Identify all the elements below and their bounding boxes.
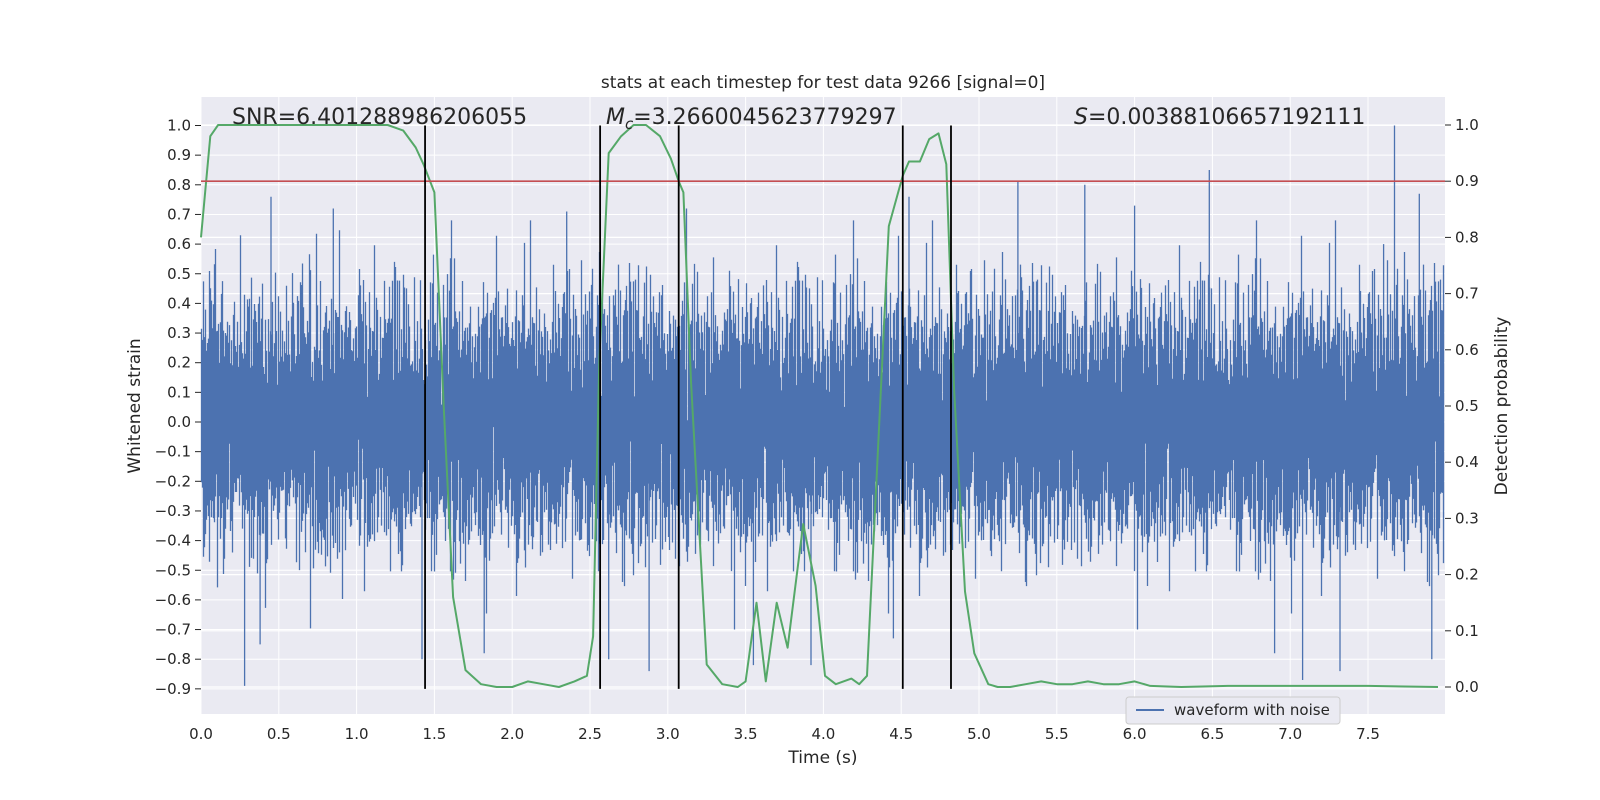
chirp-mass-symbol: M: [606, 105, 625, 130]
x-tick-label: 7.0: [1278, 725, 1302, 743]
y-tick-label: 1.0: [167, 117, 191, 135]
legend-label: waveform with noise: [1174, 701, 1330, 719]
x-tick-label: 2.0: [500, 725, 524, 743]
y-ticks: 1.0 0.9 0.8 0.7 0.6 0.5 0.4 0.3 0.2 0.1 0.0 −0.1 −0.…: [155, 117, 201, 698]
x-tick-label: 6.5: [1200, 725, 1224, 743]
y-tick-label: 0.7: [167, 205, 191, 223]
y-tick-label: −0.3: [155, 502, 191, 520]
y-tick-label: −0.8: [155, 650, 191, 668]
y2-tick-label: 0.4: [1455, 453, 1479, 471]
x-axis-label: Time (s): [787, 748, 857, 768]
y-tick-label: 0.0: [167, 413, 191, 431]
snr-annotation: SNR=6.401288986206055: [232, 105, 527, 130]
chirp-mass-subscript: c: [625, 115, 634, 133]
y-tick-label: −0.2: [155, 472, 191, 490]
y2-tick-label: 0.0: [1455, 678, 1479, 696]
y2-tick-label: 0.5: [1455, 397, 1479, 415]
x-ticks: 0.0 0.5 1.0 1.5 2.0 2.5 3.0 3.5 4.0 4.5 5.0 5.5 6.0 6…: [189, 725, 1380, 743]
y2-tick-label: 0.8: [1455, 228, 1479, 246]
x-tick-label: 6.0: [1123, 725, 1147, 743]
y-tick-label: −0.6: [155, 591, 191, 609]
y-axis-label: Whitened strain: [125, 338, 145, 473]
y-tick-label: −0.1: [155, 443, 191, 461]
legend-box: [1125, 696, 1341, 725]
x-tick-label: 0.5: [267, 725, 291, 743]
y-tick-label: −0.5: [155, 561, 191, 579]
y-tick-label: −0.4: [155, 532, 191, 550]
x-tick-label: 3.5: [734, 725, 758, 743]
chirp-mass-annotation: Mc=3.2660045623779297: [606, 105, 897, 133]
probability-line: [200, 124, 1439, 688]
s-value: =0.00388106657192111: [1088, 105, 1365, 130]
y-tick-label: 0.9: [167, 146, 191, 164]
probability-series: [200, 124, 1439, 688]
x-tick-label: 7.5: [1356, 725, 1380, 743]
y-tick-label: 0.4: [167, 294, 191, 312]
legend: waveform with noise: [1125, 696, 1341, 725]
chirp-mass-value: =3.2660045623779297: [633, 105, 896, 130]
waveform-line: [200, 125, 1445, 686]
y2-tick-label: 0.6: [1455, 341, 1479, 359]
y-tick-label: 0.1: [167, 383, 191, 401]
y-tick-label: 0.3: [167, 324, 191, 342]
y2-tick-label: 0.2: [1455, 566, 1479, 584]
y-tick-label: 0.2: [167, 354, 191, 372]
y-tick-label: −0.7: [155, 621, 191, 639]
x-tick-label: 2.5: [578, 725, 602, 743]
x-tick-label: 5.0: [967, 725, 991, 743]
x-tick-label: 0.0: [189, 725, 213, 743]
y-tick-label: 0.6: [167, 235, 191, 253]
y2-tick-label: 0.1: [1455, 622, 1479, 640]
s-symbol: S: [1074, 105, 1088, 130]
y2-tick-label: 0.3: [1455, 509, 1479, 527]
x-tick-label: 5.5: [1045, 725, 1069, 743]
x-tick-label: 4.0: [811, 725, 835, 743]
x-tick-label: 4.5: [889, 725, 913, 743]
chart-title: stats at each timestep for test data 926…: [601, 73, 1045, 93]
boundary-lines: [424, 125, 952, 689]
x-tick-label: 1.5: [422, 725, 446, 743]
y2-tick-label: 1.0: [1455, 116, 1479, 134]
y-tick-label: 0.5: [167, 265, 191, 283]
y2-axis-label: Detection probability: [1492, 317, 1512, 496]
y-tick-label: 0.8: [167, 176, 191, 194]
s-annotation: S=0.00388106657192111: [1074, 105, 1365, 130]
y2-ticks: 1.0 0.9 0.8 0.7 0.6 0.5 0.4 0.3 0.2 0.1 0.0: [1445, 116, 1479, 696]
x-tick-label: 3.0: [656, 725, 680, 743]
y2-tick-label: 0.9: [1455, 172, 1479, 190]
y2-tick-label: 0.7: [1455, 285, 1479, 303]
x-tick-label: 1.0: [345, 725, 369, 743]
y-tick-label: −0.9: [155, 680, 191, 698]
waveform-series: [200, 125, 1445, 686]
